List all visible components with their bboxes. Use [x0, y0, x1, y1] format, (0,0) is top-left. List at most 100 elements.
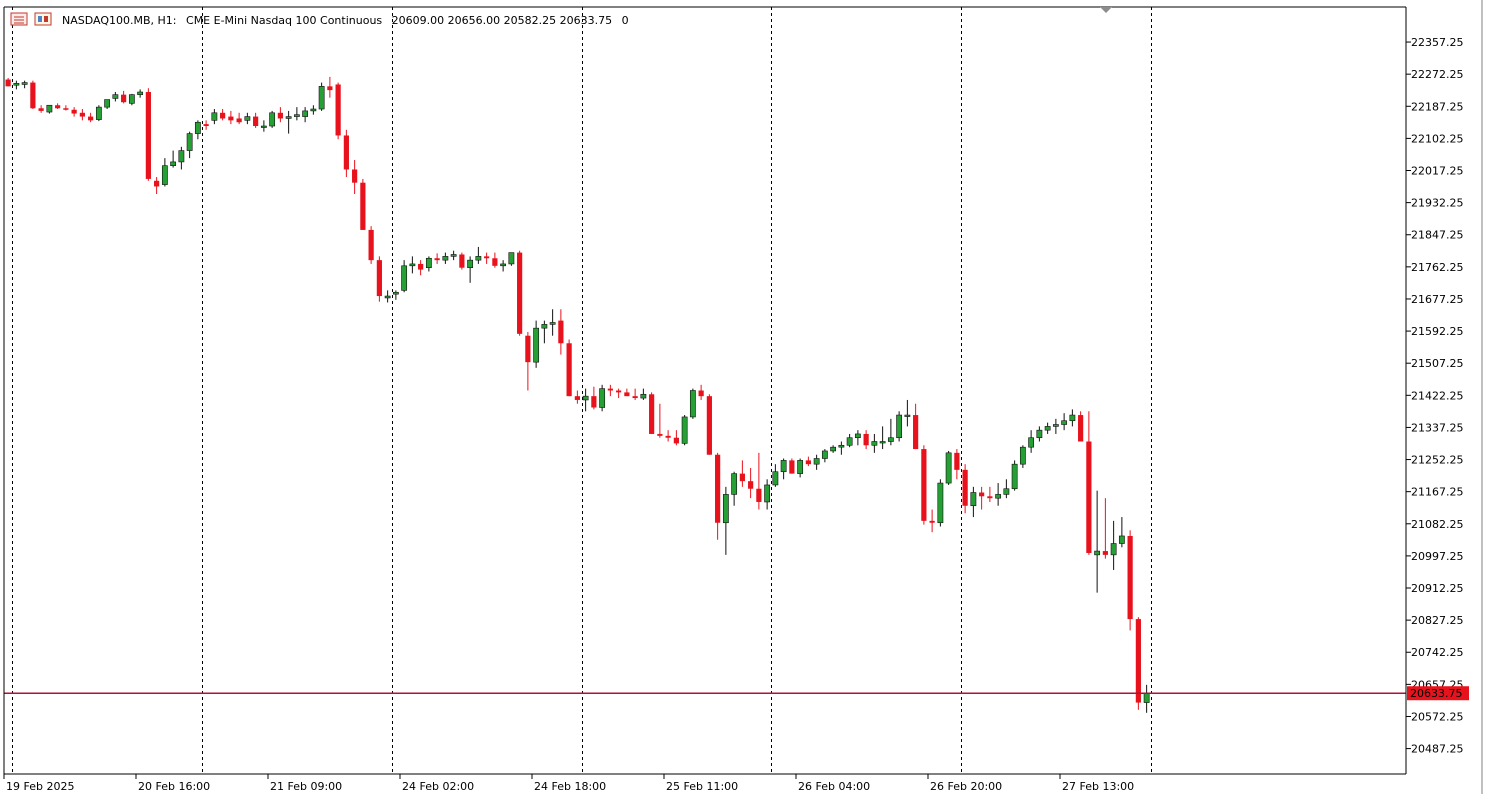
candle-body — [879, 441, 886, 444]
price-tick-label: 21082.25 — [1411, 518, 1464, 531]
candle-body — [1143, 692, 1150, 703]
candle-body — [88, 116, 94, 121]
candle-body — [352, 169, 358, 183]
candle-body — [681, 416, 688, 444]
candle-body — [1044, 426, 1051, 431]
time-axis[interactable]: 19 Feb 2025 20 Feb 16:00 21 Feb 09:00 24 Fe… — [3, 774, 1134, 793]
candle-body — [360, 182, 366, 230]
candle-body — [253, 116, 259, 127]
candle-body — [756, 488, 762, 502]
candle-body — [161, 165, 168, 185]
candle-body — [1110, 543, 1117, 556]
candle-body — [228, 116, 234, 121]
candle-body — [368, 229, 374, 261]
candle-body — [904, 414, 911, 417]
candle-body — [1102, 551, 1108, 555]
candle-body — [277, 112, 283, 119]
candle-body — [689, 390, 696, 418]
candle-body — [236, 118, 242, 123]
candle-body — [269, 112, 276, 127]
time-tick-label: 21 Feb 09:00 — [270, 780, 342, 793]
candle-body — [846, 437, 853, 446]
candle-body — [285, 116, 292, 119]
candle-body — [640, 393, 647, 399]
chart-header: NASDAQ100.MB, H1: CME E-Mini Nasdaq 100 … — [10, 12, 629, 27]
candle-body — [813, 458, 820, 465]
shift-marker-icon[interactable] — [1100, 7, 1112, 13]
price-tick-label: 21507.25 — [1411, 357, 1464, 370]
candle-body — [71, 109, 77, 114]
candle-body — [384, 295, 391, 299]
candle-body — [797, 460, 804, 474]
ohlc-values: 20609.00 20656.00 20582.25 20633.75 — [392, 14, 612, 27]
candle-body — [591, 396, 597, 408]
candle-body — [1078, 415, 1084, 442]
candles — [5, 76, 1150, 713]
candle-body — [789, 460, 795, 474]
candle-body — [854, 433, 861, 439]
candle-body — [979, 492, 985, 497]
candle-body — [871, 441, 878, 446]
candle-body — [293, 114, 300, 117]
candle-body — [616, 390, 622, 393]
time-tick-label: 25 Feb 11:00 — [666, 780, 738, 793]
candle-body — [706, 396, 712, 455]
candle-body — [1028, 437, 1035, 448]
candle-body — [260, 125, 267, 128]
candle-body — [145, 92, 151, 179]
time-tick-label: 24 Feb 18:00 — [534, 780, 606, 793]
price-tick-label: 21847.25 — [1411, 229, 1464, 242]
time-tick-label: 26 Feb 20:00 — [930, 780, 1002, 793]
candle-body — [1127, 535, 1133, 620]
candle-body — [459, 254, 465, 268]
price-tick-label: 21167.25 — [1411, 486, 1464, 499]
candle-body — [945, 452, 952, 484]
candle-body — [220, 112, 226, 119]
candle-body — [475, 256, 482, 261]
candle-body — [649, 394, 655, 434]
candle-body — [401, 265, 408, 291]
candle-body — [128, 94, 135, 104]
price-tick-label: 22187.25 — [1411, 100, 1464, 113]
price-tick-label: 22017.25 — [1411, 165, 1464, 178]
candle-body — [896, 414, 903, 439]
candle-body — [1135, 619, 1141, 703]
candle-body — [343, 135, 349, 170]
candle-body — [1011, 463, 1018, 490]
candle-body — [13, 83, 20, 86]
chart-window-icon[interactable] — [10, 12, 28, 26]
candle-body — [1052, 424, 1059, 427]
candle-body — [731, 473, 738, 495]
candle-body — [170, 161, 177, 166]
price-tick-label: 22102.25 — [1411, 132, 1464, 145]
candle-body — [574, 396, 580, 400]
candle-body — [987, 496, 993, 499]
candle-body — [434, 258, 440, 261]
indicator-list-icon[interactable] — [34, 12, 52, 26]
candle-body — [748, 481, 754, 489]
candle-body — [186, 133, 193, 151]
price-tick-label: 21932.25 — [1411, 197, 1464, 210]
candle-body — [558, 320, 564, 344]
volume-value: 0 — [622, 14, 629, 27]
candle-body — [63, 108, 69, 110]
candle-body — [962, 469, 968, 506]
candle-body — [970, 492, 977, 507]
candle-body — [1036, 429, 1043, 439]
svg-text:NASDAQ100.MB, H1: CME E-: NASDAQ100.MB, H1: CME E-Mini Nasdaq 100 … — [62, 14, 629, 27]
candle-body — [698, 390, 704, 397]
candle-body — [38, 108, 44, 111]
price-axis[interactable]: 22357.25 22272.25 22187.25 22102.25 22017.25… — [1406, 36, 1464, 756]
time-tick-label: 27 Feb 13:00 — [1062, 780, 1134, 793]
candle-body — [764, 484, 771, 503]
candle-body — [566, 343, 572, 397]
price-tick-label: 20997.25 — [1411, 550, 1464, 563]
candle-body — [194, 121, 201, 134]
time-tick-label: 24 Feb 02:00 — [402, 780, 474, 793]
candle-body — [1118, 535, 1125, 544]
candle-body — [533, 327, 540, 363]
candle-body — [1003, 488, 1010, 495]
candle-body — [624, 392, 630, 397]
price-tick-label: 21677.25 — [1411, 293, 1464, 306]
